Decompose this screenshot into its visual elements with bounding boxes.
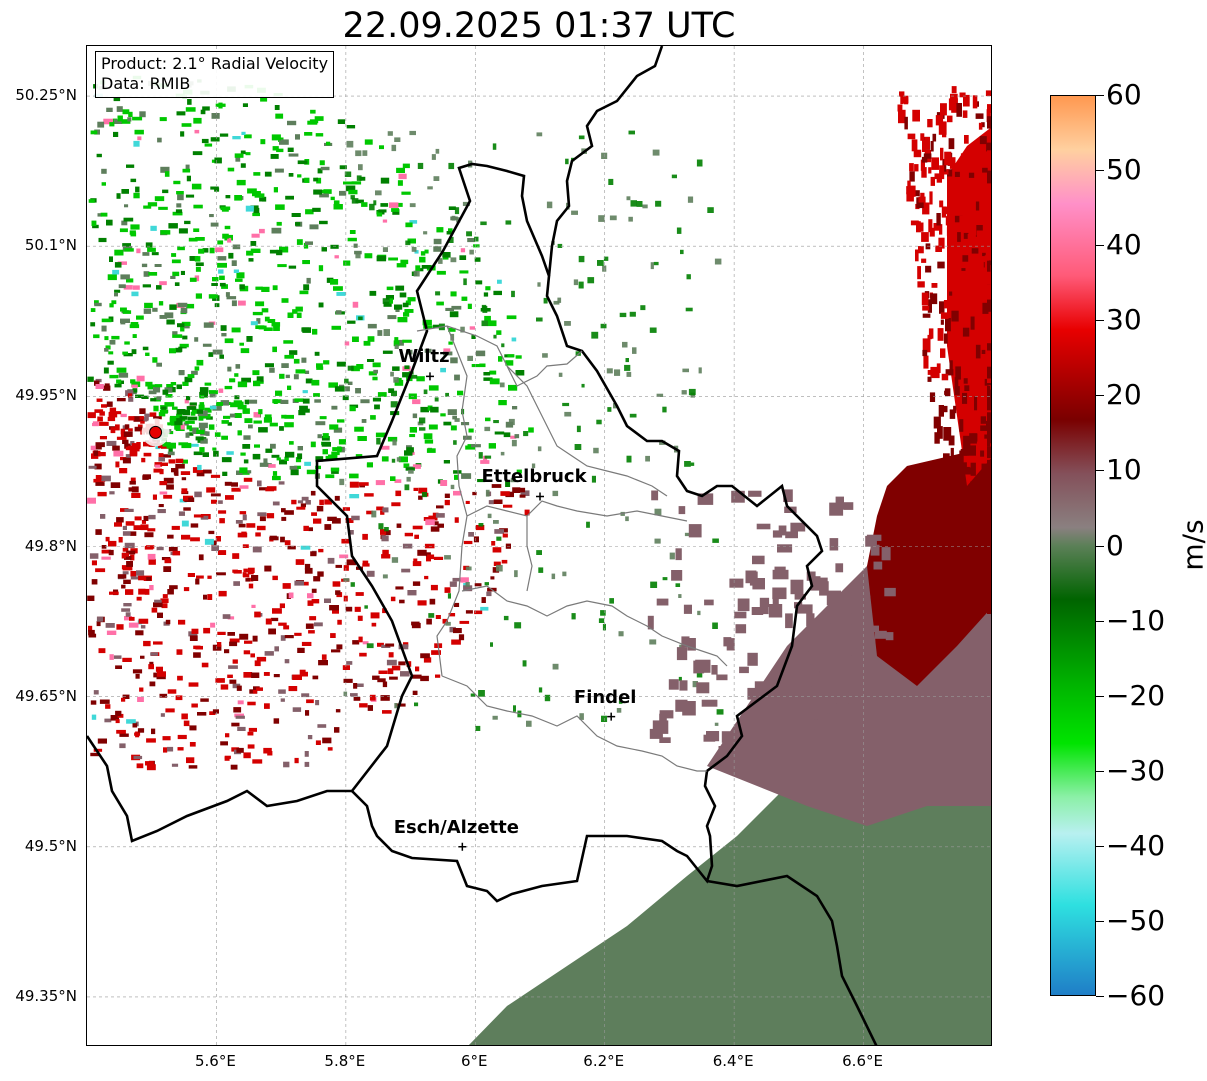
latitude-label: 50.1°N bbox=[24, 236, 77, 255]
longitude-label: 6°E bbox=[461, 1052, 488, 1070]
colorbar-tick bbox=[1096, 920, 1104, 922]
colorbar-tick-label: 0 bbox=[1106, 528, 1124, 562]
longitude-label: 6.4°E bbox=[712, 1052, 754, 1070]
city-label: Ettelbruck bbox=[481, 466, 587, 488]
colorbar-tick-label: 50 bbox=[1106, 153, 1142, 187]
colorbar-tick-label: −20 bbox=[1106, 678, 1166, 712]
colorbar-tick-label: 20 bbox=[1106, 378, 1142, 412]
city-marker bbox=[458, 842, 467, 851]
colorbar-tick-label: 30 bbox=[1106, 303, 1142, 337]
colorbar-tick-label: 40 bbox=[1106, 228, 1142, 262]
colorbar-tick bbox=[1096, 545, 1104, 547]
colorbar-tick bbox=[1096, 845, 1104, 847]
colorbar-tick bbox=[1096, 996, 1104, 997]
colorbar-tick-label: 10 bbox=[1106, 453, 1142, 487]
radar-site-marker bbox=[149, 425, 163, 439]
colorbar-tick-label: −50 bbox=[1106, 903, 1166, 937]
luxembourg-border bbox=[315, 162, 824, 903]
radar-map-canvas bbox=[87, 46, 991, 1045]
longitude-label: 5.6°E bbox=[195, 1052, 236, 1070]
city-markers bbox=[425, 372, 616, 851]
city-label: Wiltz bbox=[398, 346, 450, 368]
longitude-label: 5.8°E bbox=[324, 1052, 366, 1070]
latitude-label: 49.95°N bbox=[15, 386, 77, 405]
canton-boundaries bbox=[416, 325, 728, 772]
data-source-label: Data: RMIB bbox=[101, 74, 191, 93]
germany-border bbox=[547, 46, 664, 277]
colorbar-tick-label: −60 bbox=[1106, 979, 1166, 1012]
city-marker bbox=[425, 372, 434, 381]
latitude-label: 50.25°N bbox=[15, 86, 77, 105]
product-label: Product: 2.1° Radial Velocity bbox=[101, 54, 329, 73]
city-label: Esch/Alzette bbox=[393, 816, 519, 838]
latitude-label: 49.8°N bbox=[24, 536, 77, 555]
radar-map[interactable] bbox=[86, 45, 992, 1046]
colorbar-tick bbox=[1096, 170, 1104, 172]
latitude-label: 49.65°N bbox=[15, 686, 77, 705]
colorbar-tick-label: 60 bbox=[1106, 78, 1142, 111]
colorbar-tick bbox=[1096, 245, 1104, 247]
city-marker bbox=[607, 712, 616, 721]
longitude-label: 6.2°E bbox=[583, 1052, 625, 1070]
colorbar-tick bbox=[1096, 620, 1104, 622]
latitude-label: 49.5°N bbox=[24, 836, 77, 855]
latitude-label: 49.35°N bbox=[15, 986, 77, 1005]
longitude-label: 6.6°E bbox=[842, 1052, 883, 1070]
velocity-echoes bbox=[87, 75, 991, 1045]
velocity-colorbar bbox=[1050, 95, 1096, 996]
colorbar-tick bbox=[1096, 770, 1104, 772]
borders bbox=[87, 46, 878, 1045]
city-marker bbox=[536, 492, 544, 501]
colorbar-tick bbox=[1096, 320, 1104, 322]
map-title: 22.09.2025 01:37 UTC bbox=[342, 6, 736, 46]
colorbar-tick bbox=[1096, 395, 1104, 397]
city-label: Findel bbox=[573, 686, 637, 708]
colorbar-tick-label: −40 bbox=[1106, 828, 1166, 862]
product-info-box: Product: 2.1° Radial Velocity Data: RMIB bbox=[95, 51, 335, 98]
colorbar-tick-label: −10 bbox=[1106, 603, 1166, 637]
colorbar-tick bbox=[1096, 470, 1104, 472]
colorbar-unit-label: m/s bbox=[1176, 519, 1207, 571]
colorbar-tick bbox=[1096, 695, 1104, 697]
radar-site bbox=[149, 425, 163, 439]
colorbar-tick-label: −30 bbox=[1106, 753, 1166, 787]
france-belgium-border bbox=[87, 735, 352, 843]
colorbar-tick bbox=[1096, 95, 1104, 96]
saar-border bbox=[706, 874, 878, 1045]
